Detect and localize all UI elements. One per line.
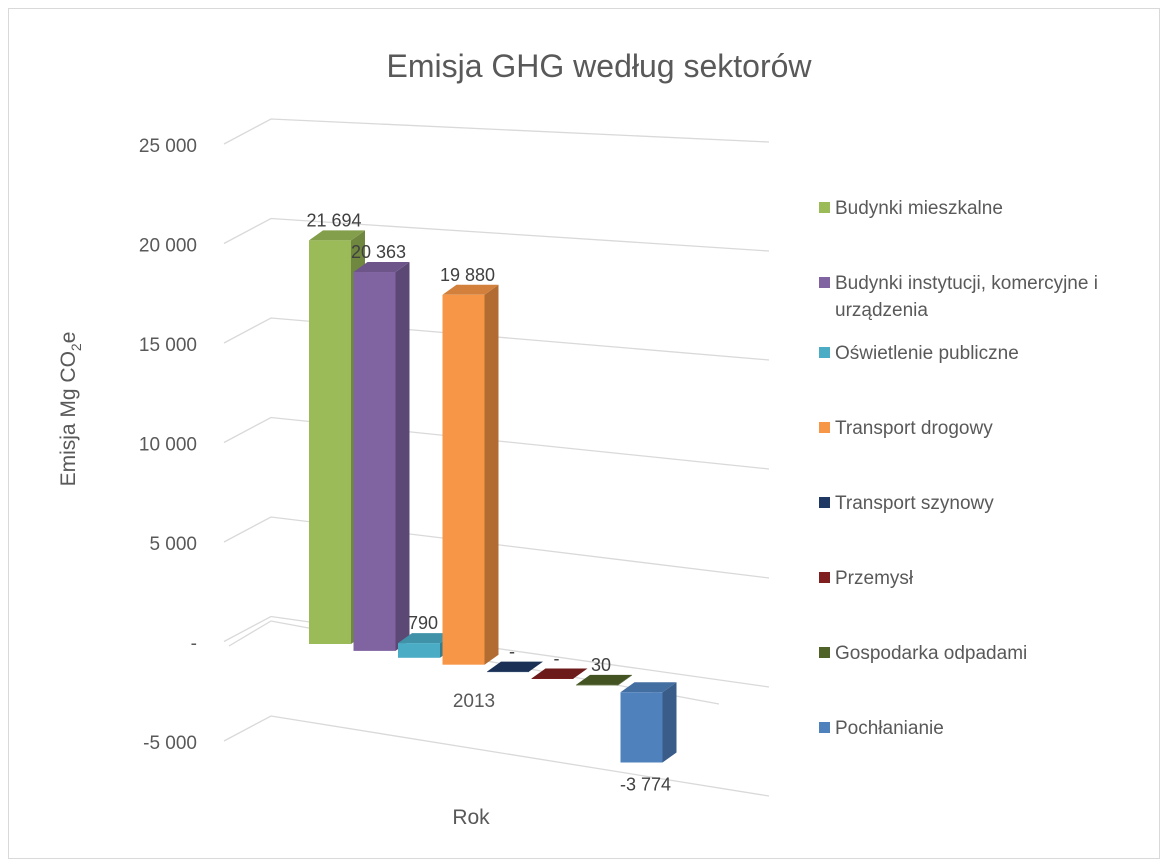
- y-tick-label: 25 000: [139, 136, 197, 157]
- bar-top: [487, 661, 543, 672]
- legend-label: Budynki instytucji, komercyjne i urządzen…: [835, 273, 1098, 321]
- legend-swatch: [819, 277, 830, 288]
- bar-side: [484, 284, 499, 665]
- bar-top: [353, 262, 410, 273]
- y-axis-title-main: Emisja Mg CO: [57, 351, 80, 486]
- legend-label: Gospodarka odpadami: [835, 643, 1027, 664]
- chart-title: Emisja GHG według sektorów: [386, 48, 812, 84]
- bar-front: [531, 678, 574, 679]
- bar-top: [309, 230, 365, 241]
- bar-front: [442, 294, 485, 665]
- legend-label: Przemysł: [835, 568, 914, 589]
- bar-6: [531, 668, 588, 679]
- legend-item: Transport drogowy: [819, 418, 993, 439]
- bar-front: [398, 643, 440, 658]
- data-label: 790: [408, 613, 438, 633]
- legend-swatch: [819, 202, 830, 213]
- gridline: [223, 715, 770, 797]
- gridlines: [223, 118, 770, 797]
- legend-swatch: [819, 422, 830, 433]
- data-label: -: [509, 642, 515, 662]
- y-tick-label: 15 000: [139, 335, 197, 356]
- y-axis-title: Emisja Mg CO2e: [57, 332, 84, 487]
- legend-label: Transport drogowy: [835, 418, 993, 439]
- bars: [309, 230, 677, 763]
- chart-svg: 21 694 20 363 790 19 880 - - 30 -3 774 Emisja G…: [57, 48, 1098, 829]
- legend-swatch: [819, 497, 830, 508]
- data-label: -: [554, 648, 560, 668]
- bar-top: [620, 682, 677, 693]
- bar-top: [531, 668, 588, 679]
- legend-item: Przemysł: [819, 568, 914, 589]
- legend-label: Pochłanianie: [835, 718, 944, 739]
- legend-swatch: [819, 572, 830, 583]
- y-tick-label: -: [191, 634, 197, 655]
- bar-2: [353, 262, 410, 651]
- gridline: [223, 118, 770, 145]
- legend-item: Oświetlenie publiczne: [819, 343, 1019, 364]
- y-axis-ticks: 25 000 20 000 15 000 10 000 5 000 - -5 000: [139, 136, 197, 754]
- legend-swatch: [819, 647, 830, 658]
- bar-7: [576, 674, 632, 686]
- y-tick-label: 10 000: [139, 435, 197, 456]
- gridline: [223, 516, 770, 579]
- gridline: [223, 217, 770, 252]
- bar-front: [309, 240, 351, 644]
- bar-front: [487, 671, 529, 673]
- chart-frame: 21 694 20 363 790 19 880 - - 30 -3 774 Emisja G…: [8, 8, 1160, 859]
- legend-label: Transport szynowy: [835, 493, 994, 514]
- legend-item: Pochłanianie: [819, 718, 944, 739]
- bar-side: [618, 674, 632, 686]
- bar-4: [442, 284, 499, 665]
- bar-front: [576, 684, 618, 686]
- y-tick-label: 5 000: [149, 534, 197, 555]
- category-label: 2013: [453, 691, 495, 712]
- y-axis-title-sub: 2: [68, 343, 84, 351]
- y-tick-label: -5 000: [143, 733, 197, 754]
- legend-item: Budynki instytucji, komercyjne i urządzen…: [819, 273, 1098, 321]
- bar-side: [662, 682, 677, 763]
- y-tick-label: 20 000: [139, 236, 197, 257]
- legend-label: Oświetlenie publiczne: [835, 343, 1019, 364]
- gridline: [223, 416, 770, 470]
- data-label: 20 363: [351, 242, 406, 262]
- data-label: 21 694: [306, 210, 361, 230]
- legend-label: Budynki mieszkalne: [835, 198, 1003, 219]
- legend-item: Transport szynowy: [819, 493, 994, 514]
- bar-front: [620, 692, 663, 763]
- data-label: 30: [591, 655, 611, 675]
- legend-swatch: [819, 347, 830, 358]
- legend-item: Gospodarka odpadami: [819, 643, 1027, 664]
- data-label: -3 774: [620, 775, 671, 795]
- y-axis-title-suffix: e: [57, 332, 80, 344]
- bar-5: [487, 661, 543, 673]
- legend: Budynki mieszkalne Budynki instytucji, ko…: [819, 198, 1098, 739]
- bar-side: [395, 262, 410, 651]
- data-label: 19 880: [440, 265, 495, 285]
- legend-item: Budynki mieszkalne: [819, 198, 1003, 219]
- data-labels: 21 694 20 363 790 19 880 - - 30 -3 774: [306, 210, 671, 794]
- gridline: [223, 317, 770, 361]
- x-axis-title: Rok: [452, 806, 490, 829]
- bar-top: [576, 674, 632, 685]
- bar-front: [353, 272, 396, 651]
- bar-top: [398, 633, 454, 644]
- gridline: [223, 615, 770, 688]
- bar-8: [620, 682, 677, 763]
- legend-swatch: [819, 722, 830, 733]
- bar-top: [442, 284, 499, 295]
